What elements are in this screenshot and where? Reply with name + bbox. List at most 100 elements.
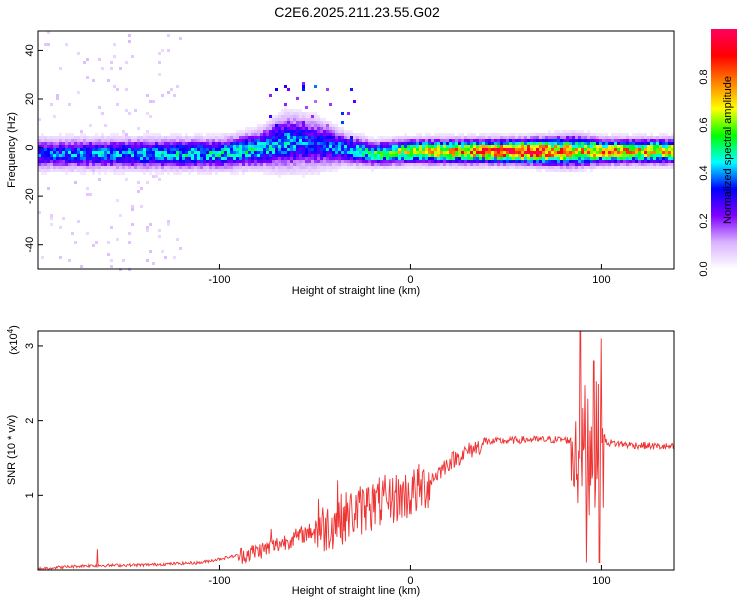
spectrogram-cell	[302, 166, 305, 169]
spectrogram-cell	[578, 145, 581, 148]
spectrogram-cell	[446, 133, 449, 136]
spectrogram-cell	[311, 136, 314, 139]
spectrogram-cell	[665, 163, 668, 166]
spectrogram-cell	[488, 151, 491, 154]
spectrogram-cell	[170, 151, 173, 154]
spectrogram-cell	[362, 142, 365, 145]
spectrogram-cell	[251, 142, 254, 145]
spectrogram-cell	[185, 142, 188, 145]
spectrogram-cell	[206, 151, 209, 154]
spectrogram-cell	[89, 142, 92, 145]
spectrogram-cell	[212, 148, 215, 151]
spectrogram-cell	[341, 136, 344, 139]
spectrogram-cell	[509, 136, 512, 139]
spectrogram-cell	[266, 130, 269, 133]
spectrogram-cell	[545, 148, 548, 151]
spectrogram-cell	[224, 142, 227, 145]
spectrogram-cell	[113, 154, 116, 157]
spectrogram-cell	[416, 136, 419, 139]
spectrogram-cell	[605, 160, 608, 163]
spectrogram-cell	[461, 148, 464, 151]
spectrogram-cell	[671, 148, 674, 151]
spectrogram-cell	[308, 124, 311, 127]
spectrogram-cell	[383, 166, 386, 169]
spectrogram-cell	[323, 169, 326, 172]
spectrogram-cell	[419, 160, 422, 163]
spectrogram-cell	[38, 163, 41, 166]
spectrogram-cell	[104, 145, 107, 148]
spectrogram-cell	[269, 115, 272, 118]
spectrogram-cell	[236, 160, 239, 163]
spectrogram-cell	[239, 154, 242, 157]
spectrogram-cell	[302, 136, 305, 139]
spectrogram-cell	[335, 142, 338, 145]
spectrogram-cell	[287, 169, 290, 172]
spectrogram-cell	[284, 112, 287, 115]
spectrogram-cell	[431, 166, 434, 169]
spectrogram-cell	[338, 130, 341, 133]
spectrogram-cell	[98, 148, 101, 151]
spectrogram-cell	[83, 139, 86, 142]
spectrogram-cell	[44, 43, 47, 46]
spectrogram-cell	[524, 145, 527, 148]
spectrogram-cell	[458, 148, 461, 151]
spectrogram-cell	[182, 157, 185, 160]
spectrogram-cell	[482, 163, 485, 166]
spectrogram-cell	[194, 154, 197, 157]
spectrogram-cell	[581, 151, 584, 154]
spectrogram-cell	[668, 166, 671, 169]
spectrogram-cell	[650, 145, 653, 148]
spectrogram-cell	[386, 160, 389, 163]
spectrogram-cell	[65, 136, 68, 139]
spectrogram-cell	[431, 160, 434, 163]
spectrogram-cell	[398, 160, 401, 163]
spectrogram-cell	[329, 154, 332, 157]
spectrogram-cell	[455, 157, 458, 160]
spectrogram-cell	[299, 160, 302, 163]
spectrogram-cell	[464, 166, 467, 169]
spectrogram-cell	[500, 145, 503, 148]
spectrogram-cell	[281, 121, 284, 124]
spectrogram-cell	[233, 172, 236, 175]
spectrogram-cell	[275, 139, 278, 142]
spectrogram-cell	[401, 145, 404, 148]
spectrogram-cell	[68, 160, 71, 163]
spectrogram-cell	[71, 232, 74, 235]
spectrogram-cell	[485, 157, 488, 160]
spectrogram-cell	[308, 142, 311, 145]
spectrogram-cell	[611, 166, 614, 169]
spectrogram-cell	[449, 145, 452, 148]
spectrogram-cell	[512, 148, 515, 151]
spectrogram-cell	[224, 160, 227, 163]
spectrogram-cell	[497, 136, 500, 139]
spectrogram-cell	[206, 172, 209, 175]
spectrogram-cell	[518, 133, 521, 136]
spectrogram-cell	[62, 163, 65, 166]
spectrogram-cell	[164, 169, 167, 172]
spectrogram-cell	[122, 136, 125, 139]
spectrogram-cell	[347, 136, 350, 139]
spectrogram-cell	[449, 142, 452, 145]
spectrogram-cell	[59, 145, 62, 148]
spectrogram-cell	[545, 154, 548, 157]
spectrogram-cell	[125, 88, 128, 91]
spectrogram-cell	[206, 139, 209, 142]
spectrogram-cell	[491, 136, 494, 139]
spectrogram-cell	[68, 133, 71, 136]
spectrogram-cell	[485, 163, 488, 166]
spectrogram-cell	[584, 136, 587, 139]
spectrogram-cell	[626, 157, 629, 160]
spectrogram-cell	[479, 160, 482, 163]
spectrogram-cell	[257, 139, 260, 142]
spectrogram-cell	[557, 163, 560, 166]
spectrogram-cell	[137, 160, 140, 163]
spectrogram-cell	[167, 157, 170, 160]
spectrogram-cell	[347, 112, 350, 115]
spectrogram-cell	[107, 79, 110, 82]
spectrogram-cell	[569, 145, 572, 148]
spectrogram-cell	[284, 106, 287, 109]
spectrogram-cell	[263, 166, 266, 169]
spectrogram-cell	[257, 157, 260, 160]
spectrogram-cell	[209, 133, 212, 136]
spectrogram-cell	[530, 157, 533, 160]
